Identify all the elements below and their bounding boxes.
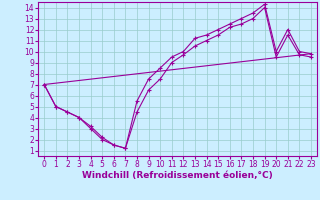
X-axis label: Windchill (Refroidissement éolien,°C): Windchill (Refroidissement éolien,°C)	[82, 171, 273, 180]
